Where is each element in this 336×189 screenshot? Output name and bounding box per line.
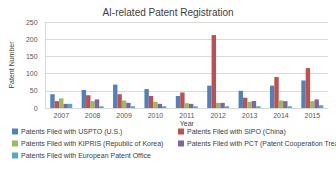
svg-text:50: 50 [30, 87, 38, 94]
svg-text:200: 200 [26, 36, 38, 43]
svg-text:Patents Filed with KIPRIS (Rep: Patents Filed with KIPRIS (Republic of K… [21, 140, 163, 148]
svg-text:2014: 2014 [273, 112, 289, 119]
svg-text:2011: 2011 [179, 112, 194, 119]
svg-text:150: 150 [26, 53, 38, 60]
svg-text:Patents Filed with PCT (Patent: Patents Filed with PCT (Patent Cooperati… [187, 140, 336, 148]
svg-text:2012: 2012 [210, 112, 226, 119]
svg-text:0: 0 [34, 105, 38, 112]
svg-text:AI-related Patent Registration: AI-related Patent Registration [102, 7, 233, 18]
svg-text:2015: 2015 [305, 112, 321, 119]
svg-text:Patents Filed with European Pa: Patents Filed with European Patent Offic… [21, 152, 151, 160]
svg-text:250: 250 [26, 19, 38, 26]
svg-text:Year: Year [180, 120, 195, 127]
svg-text:2010: 2010 [148, 112, 164, 119]
svg-text:100: 100 [26, 70, 38, 77]
svg-text:2013: 2013 [242, 112, 258, 119]
svg-text:Patent Number: Patent Number [8, 41, 15, 89]
svg-text:2008: 2008 [85, 112, 101, 119]
svg-text:2009: 2009 [116, 112, 132, 119]
svg-text:Patents Filed with USPTO (U.S.: Patents Filed with USPTO (U.S.) [21, 128, 122, 136]
svg-text:Patents Filed with SIPO (China: Patents Filed with SIPO (China) [187, 128, 286, 136]
svg-text:2007: 2007 [53, 112, 69, 119]
